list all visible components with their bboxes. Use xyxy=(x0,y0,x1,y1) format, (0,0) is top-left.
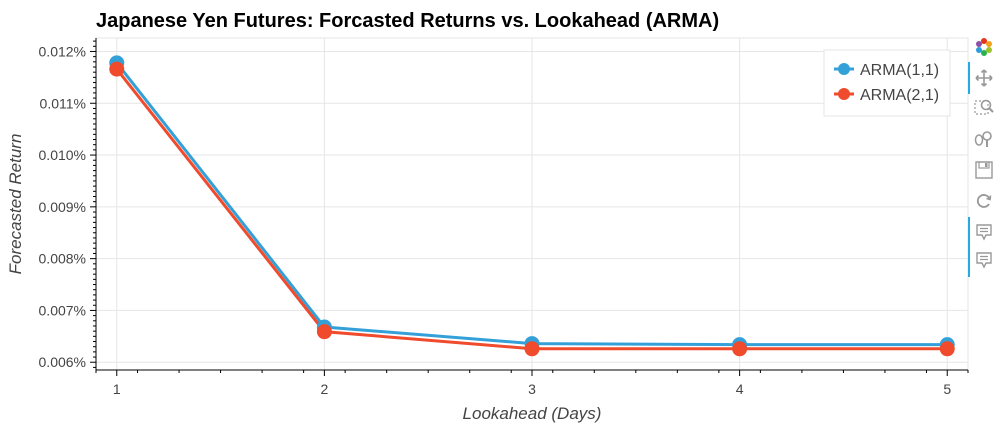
data-point xyxy=(524,341,540,357)
x-tick-label: 4 xyxy=(736,381,744,397)
x-tick-label: 3 xyxy=(528,381,536,397)
axes: 1 2 3 4 5 0.006% 0.007% 0.008% 0.009% 0.010% 0.011… xyxy=(39,38,969,397)
box-zoom-icon[interactable] xyxy=(974,97,994,117)
x-axis-title: Lookahead (Days) xyxy=(463,404,602,423)
y-tick-label: 0.006% xyxy=(39,354,86,370)
hover-icon[interactable] xyxy=(974,222,994,242)
legend-label: ARMA(1,1) xyxy=(860,62,939,79)
wheel-zoom-icon[interactable] xyxy=(974,129,994,149)
save-icon[interactable] xyxy=(974,160,994,180)
data-point xyxy=(732,341,748,357)
y-tick-label: 0.007% xyxy=(39,302,86,318)
legend-label: ARMA(2,1) xyxy=(860,87,939,104)
toolbar-active-indicator xyxy=(968,217,970,277)
data-point xyxy=(109,61,125,77)
grid-lines xyxy=(96,38,968,370)
y-axis-title: Forecasted Return xyxy=(6,134,25,275)
x-tick-label: 5 xyxy=(943,381,951,397)
x-tick-label: 1 xyxy=(113,381,121,397)
y-tick-label: 0.009% xyxy=(39,199,86,215)
bokeh-logo-icon[interactable] xyxy=(974,37,994,57)
legend-swatch-marker xyxy=(838,88,850,100)
pan-icon[interactable] xyxy=(974,68,994,88)
chart-title: Japanese Yen Futures: Forcasted Returns … xyxy=(96,10,719,32)
hover-icon[interactable] xyxy=(974,250,994,270)
data-point xyxy=(939,341,955,357)
reset-icon[interactable] xyxy=(974,191,994,211)
y-tick-label: 0.011% xyxy=(40,95,86,111)
toolbar xyxy=(968,34,1000,284)
data-point xyxy=(316,324,332,340)
y-tick-label: 0.010% xyxy=(39,147,86,163)
y-tick-label: 0.012% xyxy=(39,43,86,59)
series-layer xyxy=(109,55,955,357)
y-tick-label: 0.008% xyxy=(39,251,86,267)
toolbar-active-indicator xyxy=(968,62,970,94)
legend-swatch-marker xyxy=(838,63,850,75)
legend-box xyxy=(823,49,951,117)
x-tick-label: 2 xyxy=(320,381,328,397)
legend: ARMA(1,1) ARMA(2,1) xyxy=(823,49,951,117)
